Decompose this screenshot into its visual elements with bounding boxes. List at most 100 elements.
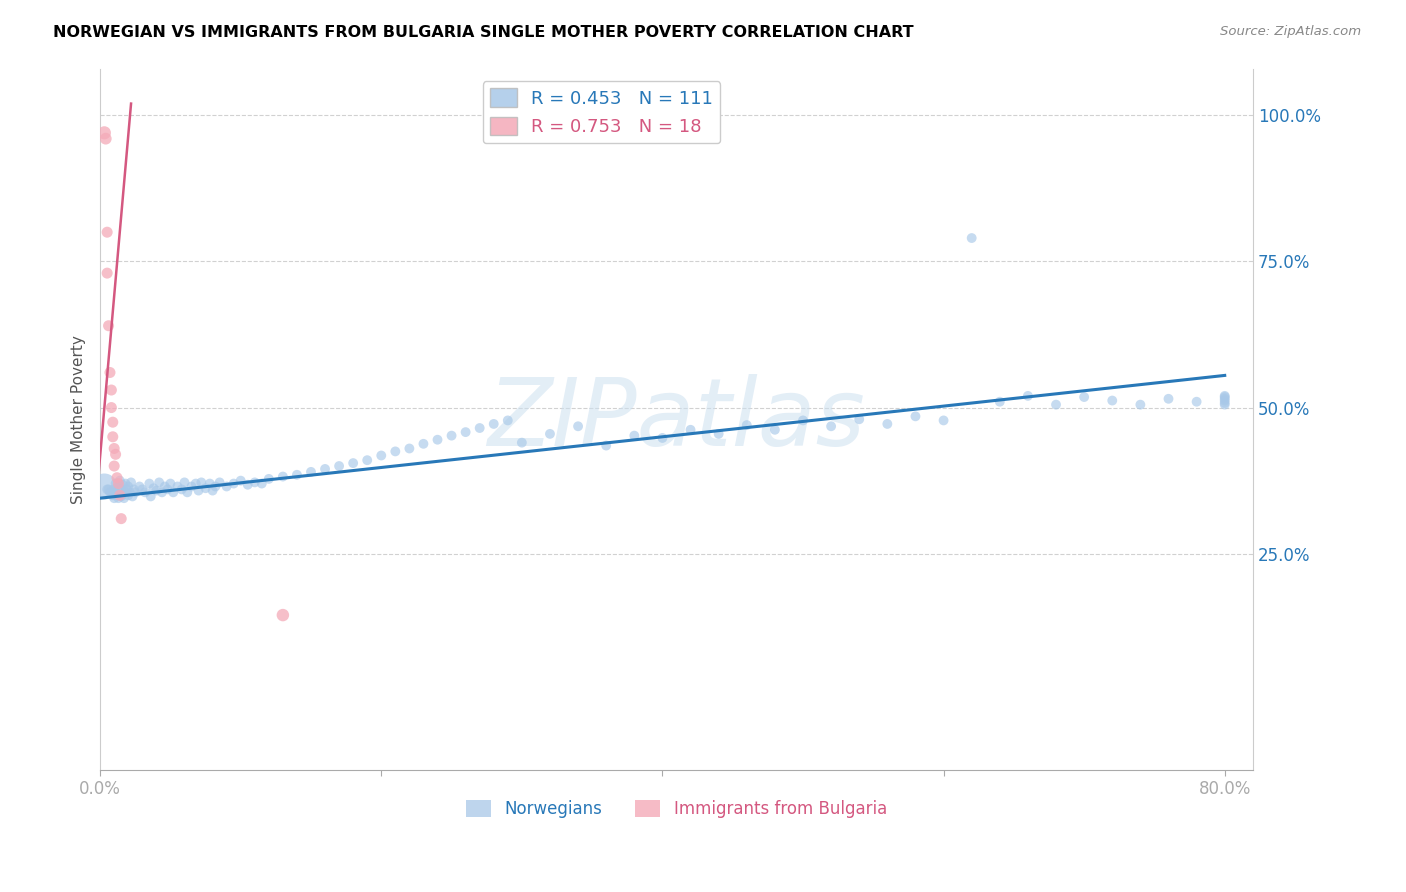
Point bbox=[105, 488, 128, 502]
Point bbox=[107, 479, 129, 493]
Point bbox=[384, 444, 406, 458]
Point bbox=[1017, 389, 1039, 403]
Point bbox=[101, 430, 124, 444]
Point bbox=[960, 231, 983, 245]
Point bbox=[156, 483, 179, 497]
Point bbox=[735, 418, 758, 433]
Text: ZIPatlas: ZIPatlas bbox=[488, 374, 866, 465]
Point bbox=[398, 442, 420, 456]
Point bbox=[97, 318, 120, 333]
Point bbox=[426, 433, 449, 447]
Point bbox=[198, 476, 221, 491]
Point bbox=[100, 401, 122, 415]
Point bbox=[1129, 398, 1152, 412]
Point bbox=[111, 487, 134, 501]
Point bbox=[1185, 394, 1208, 409]
Point bbox=[139, 490, 162, 504]
Point bbox=[257, 472, 280, 486]
Point bbox=[1157, 392, 1180, 406]
Point bbox=[236, 477, 259, 491]
Point bbox=[134, 485, 156, 500]
Point bbox=[299, 465, 322, 479]
Text: NORWEGIAN VS IMMIGRANTS FROM BULGARIA SINGLE MOTHER POVERTY CORRELATION CHART: NORWEGIAN VS IMMIGRANTS FROM BULGARIA SI… bbox=[53, 25, 914, 40]
Point bbox=[115, 483, 138, 497]
Point bbox=[176, 485, 198, 500]
Point bbox=[170, 483, 193, 497]
Point bbox=[96, 266, 118, 280]
Point bbox=[250, 476, 273, 491]
Point bbox=[370, 449, 392, 463]
Point bbox=[763, 423, 786, 437]
Point bbox=[243, 475, 266, 490]
Point bbox=[285, 467, 308, 482]
Point bbox=[166, 479, 188, 493]
Point bbox=[117, 488, 139, 502]
Point bbox=[201, 483, 224, 498]
Point bbox=[496, 413, 519, 427]
Point bbox=[128, 479, 150, 493]
Point bbox=[510, 435, 533, 450]
Point bbox=[651, 431, 673, 445]
Point bbox=[131, 483, 153, 497]
Point bbox=[107, 491, 129, 505]
Point bbox=[101, 488, 124, 502]
Point bbox=[440, 428, 463, 442]
Point bbox=[468, 421, 491, 435]
Point bbox=[114, 485, 136, 500]
Point bbox=[159, 476, 181, 491]
Point bbox=[314, 462, 336, 476]
Point bbox=[162, 485, 184, 500]
Point bbox=[342, 456, 364, 470]
Point bbox=[124, 485, 146, 500]
Point bbox=[138, 476, 160, 491]
Point bbox=[110, 490, 132, 504]
Point bbox=[904, 409, 927, 424]
Point bbox=[108, 488, 131, 502]
Point bbox=[356, 453, 378, 467]
Point bbox=[110, 483, 132, 497]
Point bbox=[1213, 396, 1236, 410]
Point bbox=[112, 491, 135, 505]
Point bbox=[173, 475, 195, 490]
Point bbox=[104, 476, 127, 491]
Point bbox=[142, 481, 165, 495]
Point bbox=[110, 511, 132, 525]
Point bbox=[1213, 390, 1236, 404]
Point bbox=[271, 469, 294, 483]
Point bbox=[876, 417, 898, 431]
Point bbox=[184, 476, 207, 491]
Point bbox=[1213, 392, 1236, 406]
Point bbox=[187, 483, 209, 498]
Point bbox=[111, 477, 134, 491]
Point bbox=[103, 442, 125, 456]
Point bbox=[100, 383, 122, 397]
Point bbox=[122, 483, 145, 497]
Point bbox=[1101, 393, 1123, 408]
Point bbox=[103, 458, 125, 473]
Point bbox=[454, 425, 477, 439]
Point bbox=[595, 439, 617, 453]
Point bbox=[120, 475, 142, 490]
Point bbox=[932, 413, 955, 427]
Point bbox=[1213, 398, 1236, 412]
Point bbox=[707, 426, 730, 441]
Point bbox=[180, 479, 202, 493]
Point bbox=[215, 479, 238, 493]
Point bbox=[567, 419, 589, 434]
Point bbox=[96, 483, 118, 497]
Point bbox=[104, 485, 127, 500]
Point bbox=[792, 413, 814, 427]
Point bbox=[101, 415, 124, 429]
Text: Source: ZipAtlas.com: Source: ZipAtlas.com bbox=[1220, 25, 1361, 38]
Point bbox=[988, 394, 1011, 409]
Y-axis label: Single Mother Poverty: Single Mother Poverty bbox=[72, 334, 86, 504]
Point bbox=[194, 481, 217, 495]
Point bbox=[114, 476, 136, 491]
Point bbox=[679, 423, 702, 437]
Point bbox=[118, 485, 141, 500]
Point bbox=[117, 479, 139, 493]
Point bbox=[121, 490, 143, 504]
Point bbox=[1213, 389, 1236, 403]
Point bbox=[107, 476, 129, 491]
Point bbox=[848, 412, 870, 426]
